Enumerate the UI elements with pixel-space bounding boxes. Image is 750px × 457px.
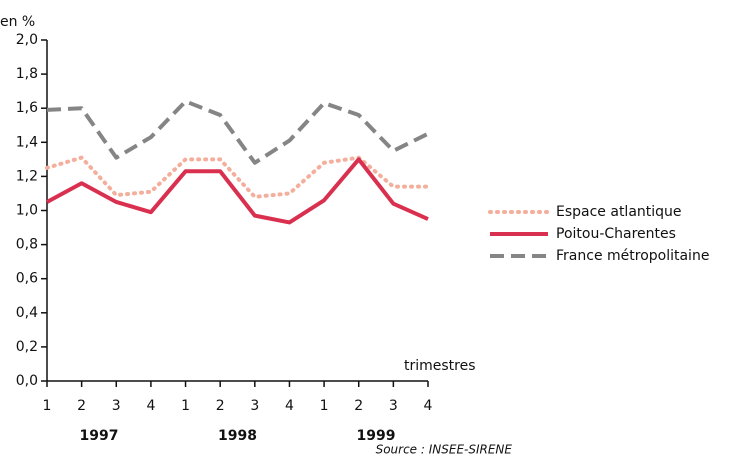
x-tick-label: 3 [112,398,121,414]
y-tick-label: 1,8 [16,66,38,82]
y-tick-label: 1,4 [16,134,38,150]
x-tick-label: 2 [77,398,86,414]
x-tick-label: 2 [216,398,225,414]
y-tick-label: 1,0 [16,203,38,219]
x-tick-label: 4 [285,398,294,414]
legend-label: France métropolitaine [556,248,709,264]
y-tick-label: 0,4 [16,305,38,321]
y-tick-label: 0,2 [16,339,38,355]
x-tick-label: 4 [146,398,155,414]
y-tick-label: 0,0 [16,373,38,389]
x-tick-label: 3 [250,398,259,414]
x-tick-label: 1 [181,398,190,414]
source: Source : INSEE-SIRENE [376,443,513,457]
legend-label: Poitou-Charentes [556,226,676,242]
y-tick-label: 1,6 [16,100,38,116]
year-label: 1997 [79,428,118,444]
series-line [46,99,429,165]
legend-label: Espace atlantique [556,204,682,220]
y-tick-label: 0,6 [16,271,38,287]
x-tick-label: 3 [389,398,398,414]
x-tick-label: 2 [354,398,363,414]
year-label: 1998 [218,428,257,444]
y-tick-label: 1,2 [16,168,38,184]
year-label: 1999 [357,428,396,444]
x-axis-label: trimestres [404,358,476,374]
y-tick-label: 0,8 [16,237,38,253]
series-line [45,155,430,199]
y-tick-label: 2,0 [16,32,38,48]
x-tick-label: 1 [320,398,329,414]
y-axis-label: en % [0,14,35,30]
x-tick-label: 4 [424,398,433,414]
series-line [46,157,429,225]
x-tick-label: 1 [43,398,52,414]
